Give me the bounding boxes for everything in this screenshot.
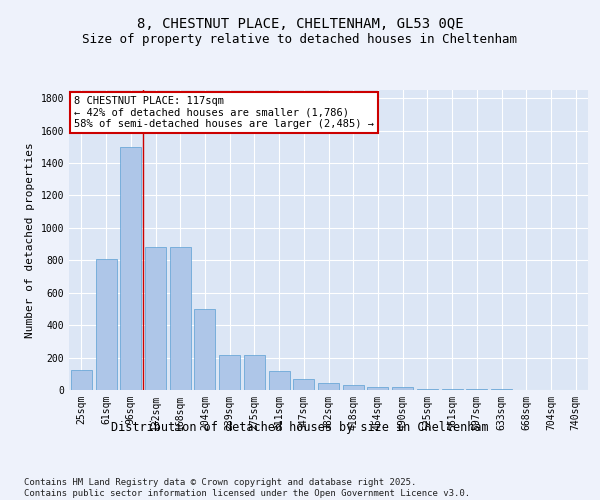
Bar (170, 248, 191, 390)
Text: 8, CHESTNUT PLACE, CHELTENHAM, GL53 0QE: 8, CHESTNUT PLACE, CHELTENHAM, GL53 0QE (137, 18, 463, 32)
Bar (95, 258, 116, 390)
Bar (442, 389, 463, 390)
Text: Size of property relative to detached houses in Cheltenham: Size of property relative to detached ho… (83, 32, 517, 46)
Text: Distribution of detached houses by size in Cheltenham: Distribution of detached houses by size … (111, 421, 489, 434)
Bar (466, 389, 487, 390)
Bar (244, 355, 265, 390)
Bar (194, 309, 215, 390)
Bar (71, 370, 92, 390)
Bar (120, 147, 141, 390)
Text: Contains HM Land Registry data © Crown copyright and database right 2025.
Contai: Contains HM Land Registry data © Crown c… (24, 478, 470, 498)
Bar (318, 382, 339, 390)
Bar (293, 378, 314, 390)
Bar (367, 387, 388, 390)
Bar (145, 248, 166, 390)
Bar (417, 388, 438, 390)
Text: 8 CHESTNUT PLACE: 117sqm
← 42% of detached houses are smaller (1,786)
58% of sem: 8 CHESTNUT PLACE: 117sqm ← 42% of detach… (74, 96, 374, 129)
Bar (269, 372, 290, 390)
Bar (343, 385, 364, 390)
Bar (392, 387, 413, 390)
Bar (219, 355, 240, 390)
Y-axis label: Number of detached properties: Number of detached properties (25, 142, 35, 338)
